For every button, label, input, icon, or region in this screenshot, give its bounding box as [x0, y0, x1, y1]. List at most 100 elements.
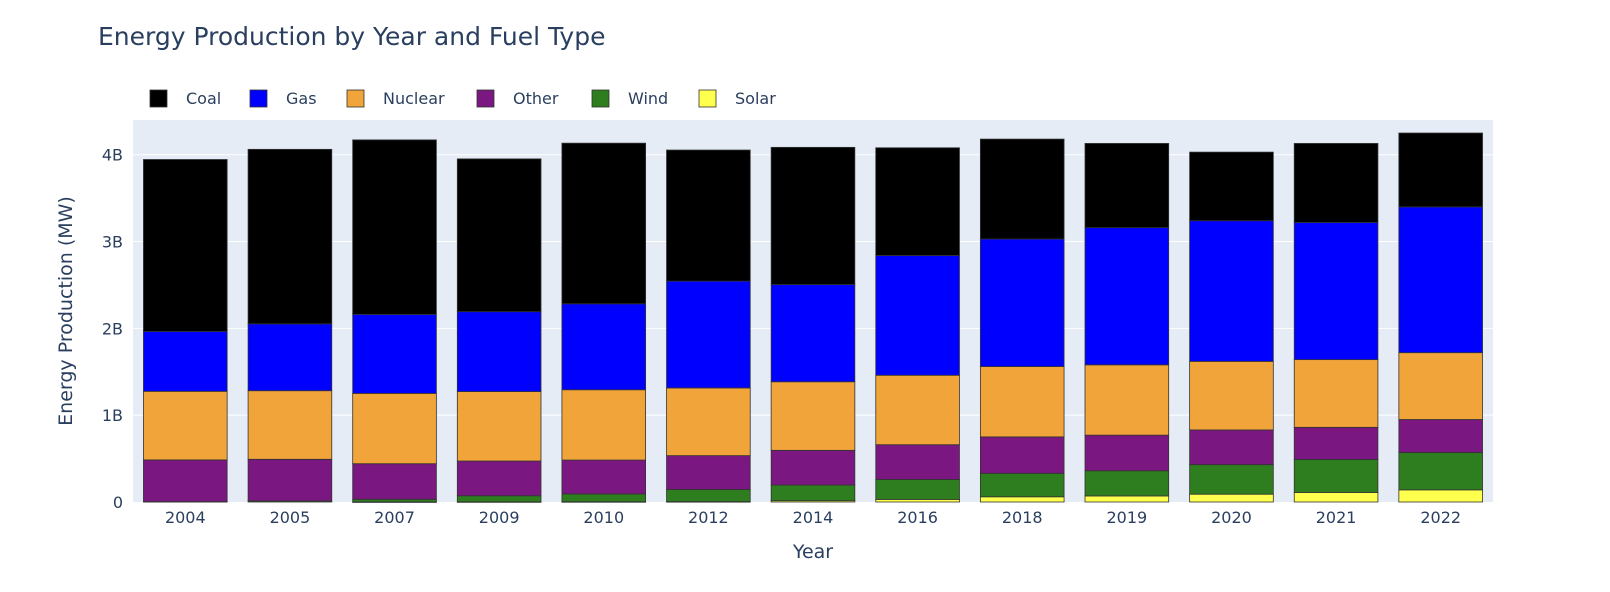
bar-nuclear-2019[interactable]: [1084, 364, 1170, 436]
x-tick-label: 2014: [793, 508, 834, 527]
legend-item-coal[interactable]: Coal: [149, 89, 221, 108]
bar-solar-2020[interactable]: [1189, 493, 1274, 503]
bar-other-2021[interactable]: [1293, 426, 1379, 460]
y-tick-label: 3B: [102, 233, 123, 252]
bar-coal-2014[interactable]: [770, 146, 856, 285]
bar-wind-2022[interactable]: [1398, 452, 1483, 491]
bar-gas-2010[interactable]: [561, 303, 647, 391]
bar-nuclear-2005[interactable]: [247, 390, 333, 460]
bar-nuclear-2022[interactable]: [1398, 352, 1483, 420]
bar-other-2005[interactable]: [247, 458, 333, 502]
bar-wind-2020[interactable]: [1189, 464, 1274, 495]
legend-item-other[interactable]: Other: [476, 89, 559, 108]
bar-coal-2004[interactable]: [143, 159, 228, 332]
legend-item-gas[interactable]: Gas: [249, 89, 317, 108]
bar-other-2007[interactable]: [352, 463, 437, 500]
bar-wind-2021[interactable]: [1293, 459, 1379, 493]
bar-gas-2016[interactable]: [875, 255, 960, 376]
bar-coal-2007[interactable]: [352, 139, 437, 315]
bar-other-2016[interactable]: [875, 444, 960, 480]
bar-nuclear-2014[interactable]: [770, 381, 856, 451]
bar-other-2009[interactable]: [456, 460, 542, 497]
bar-other-2014[interactable]: [770, 449, 856, 486]
bar-coal-2016[interactable]: [875, 147, 960, 256]
y-tick-label: 2B: [102, 319, 123, 338]
bar-nuclear-2007[interactable]: [352, 392, 437, 465]
bar-gas-2022[interactable]: [1398, 206, 1483, 354]
bar-solar-2019[interactable]: [1084, 495, 1170, 503]
bar-wind-2014[interactable]: [770, 484, 856, 502]
legend-item-wind[interactable]: Wind: [591, 89, 668, 108]
legend-item-solar[interactable]: Solar: [698, 89, 776, 108]
bar-gas-2018[interactable]: [979, 238, 1065, 367]
bar-nuclear-2009[interactable]: [456, 391, 542, 462]
bars: [143, 132, 1483, 503]
bar-wind-2018[interactable]: [979, 472, 1065, 498]
x-tick-label: 2010: [583, 508, 624, 527]
x-axis-title: Year: [792, 541, 833, 563]
bar-gas-2020[interactable]: [1189, 220, 1274, 362]
y-tick-label: 1B: [102, 406, 123, 425]
bar-nuclear-2010[interactable]: [561, 389, 647, 461]
legend-label: Wind: [628, 89, 668, 108]
bar-coal-2012[interactable]: [666, 149, 751, 282]
bar-gas-2004[interactable]: [143, 330, 228, 392]
y-tick-label: 0: [113, 493, 123, 512]
bar-coal-2021[interactable]: [1293, 143, 1379, 223]
bar-coal-2022[interactable]: [1398, 132, 1483, 208]
x-tick-label: 2016: [897, 508, 938, 527]
bar-other-2019[interactable]: [1084, 434, 1170, 472]
y-tick-label: 4B: [102, 146, 123, 165]
x-tick-label: 2018: [1002, 508, 1043, 527]
bar-nuclear-2012[interactable]: [666, 387, 751, 457]
bar-solar-2022[interactable]: [1398, 489, 1483, 503]
bar-coal-2005[interactable]: [247, 148, 333, 325]
legend-swatch: [249, 89, 268, 108]
bar-gas-2014[interactable]: [770, 284, 856, 383]
bar-gas-2005[interactable]: [247, 323, 333, 392]
bar-gas-2012[interactable]: [666, 280, 751, 389]
bar-wind-2009[interactable]: [456, 495, 542, 503]
bar-coal-2010[interactable]: [561, 142, 647, 305]
legend-item-nuclear[interactable]: Nuclear: [346, 89, 445, 108]
x-tick-label: 2007: [374, 508, 415, 527]
bar-gas-2021[interactable]: [1293, 222, 1379, 361]
bar-nuclear-2018[interactable]: [979, 366, 1065, 438]
legend-label: Other: [513, 89, 559, 108]
bar-gas-2019[interactable]: [1084, 227, 1170, 366]
bar-other-2010[interactable]: [561, 459, 647, 495]
legend-label: Coal: [186, 89, 221, 108]
bar-other-2022[interactable]: [1398, 419, 1483, 453]
bar-other-2018[interactable]: [979, 436, 1065, 474]
bar-nuclear-2016[interactable]: [875, 374, 960, 446]
bar-other-2020[interactable]: [1189, 429, 1274, 466]
bar-wind-2010[interactable]: [561, 493, 647, 503]
x-tick-label: 2022: [1420, 508, 1461, 527]
bar-nuclear-2004[interactable]: [143, 390, 228, 461]
x-tick-label: 2019: [1106, 508, 1147, 527]
bar-solar-2021[interactable]: [1293, 492, 1379, 503]
legend-swatch: [149, 89, 168, 108]
legend-swatch: [476, 89, 495, 108]
bar-wind-2019[interactable]: [1084, 470, 1170, 497]
bar-coal-2020[interactable]: [1189, 151, 1274, 222]
x-tick-label: 2005: [270, 508, 311, 527]
bar-coal-2019[interactable]: [1084, 143, 1170, 229]
legend-swatch: [346, 89, 365, 108]
bar-wind-2016[interactable]: [875, 479, 960, 500]
bar-other-2012[interactable]: [666, 455, 751, 490]
bar-other-2004[interactable]: [143, 459, 228, 502]
legend-label: Gas: [286, 89, 317, 108]
bar-coal-2018[interactable]: [979, 138, 1065, 240]
bar-gas-2009[interactable]: [456, 311, 542, 392]
legend-label: Solar: [735, 89, 776, 108]
bar-nuclear-2021[interactable]: [1293, 359, 1379, 428]
bar-wind-2012[interactable]: [666, 489, 751, 503]
legend[interactable]: Coal Gas Nuclear Other Wind Solar: [149, 89, 776, 108]
bar-nuclear-2020[interactable]: [1189, 360, 1274, 431]
x-tick-labels: 2004 2005 2007 2009 2010 2012 2014 2016 2018 2019…: [165, 508, 1461, 527]
bar-solar-2018[interactable]: [979, 496, 1065, 503]
bar-gas-2007[interactable]: [352, 313, 437, 394]
bar-coal-2009[interactable]: [456, 158, 542, 313]
